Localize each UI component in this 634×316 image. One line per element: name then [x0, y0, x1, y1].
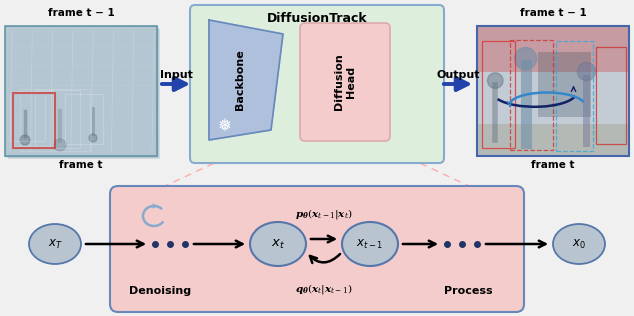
Text: ❅: ❅: [218, 117, 232, 135]
Text: Denoising: Denoising: [129, 286, 191, 296]
Bar: [8, 29, 160, 159]
FancyBboxPatch shape: [300, 23, 390, 141]
Bar: [35, 90, 80, 148]
Circle shape: [20, 135, 30, 145]
Circle shape: [488, 73, 503, 88]
Polygon shape: [209, 20, 283, 140]
Circle shape: [578, 62, 595, 81]
Bar: [477, 26, 629, 156]
Text: $x_t$: $x_t$: [271, 237, 285, 251]
Bar: [5, 26, 157, 156]
Bar: [595, 46, 626, 144]
Ellipse shape: [342, 222, 398, 266]
Text: Backbone: Backbone: [235, 50, 245, 110]
Bar: [510, 40, 553, 150]
Bar: [13, 91, 53, 146]
Ellipse shape: [29, 224, 81, 264]
Text: $x_{t-1}$: $x_{t-1}$: [356, 237, 384, 251]
Text: frame t: frame t: [59, 160, 103, 170]
Bar: [5, 26, 157, 156]
Bar: [6, 27, 158, 157]
Circle shape: [515, 47, 537, 70]
Bar: [65, 94, 103, 144]
FancyBboxPatch shape: [110, 186, 524, 312]
Bar: [477, 124, 629, 156]
Circle shape: [54, 139, 66, 151]
Bar: [477, 26, 629, 156]
Text: frame t − 1: frame t − 1: [48, 8, 114, 18]
Text: $\boldsymbol{p}_{\boldsymbol{\theta}}(\boldsymbol{x}_{t-1}|\boldsymbol{x}_t)$: $\boldsymbol{p}_{\boldsymbol{\theta}}(\b…: [295, 207, 353, 221]
Text: frame t: frame t: [531, 160, 575, 170]
Bar: [538, 52, 591, 117]
Text: Input: Input: [160, 70, 193, 80]
Text: $\boldsymbol{q}_{\boldsymbol{\theta}}(\boldsymbol{x}_t|\boldsymbol{x}_{t-1})$: $\boldsymbol{q}_{\boldsymbol{\theta}}(\b…: [295, 282, 353, 296]
Text: Output: Output: [436, 70, 480, 80]
Text: Process: Process: [444, 286, 493, 296]
Bar: [556, 40, 593, 151]
Ellipse shape: [250, 222, 306, 266]
FancyBboxPatch shape: [190, 5, 444, 163]
Text: Diffusion
Head: Diffusion Head: [334, 54, 356, 110]
Text: $x_T$: $x_T$: [48, 237, 62, 251]
Bar: [13, 93, 55, 148]
Bar: [10, 93, 45, 141]
Bar: [477, 26, 629, 71]
Bar: [5, 26, 157, 156]
Ellipse shape: [553, 224, 605, 264]
Bar: [20, 89, 90, 151]
Circle shape: [89, 134, 97, 142]
Text: DiffusionTrack: DiffusionTrack: [267, 12, 367, 25]
Text: $x_0$: $x_0$: [572, 237, 586, 251]
Text: frame t − 1: frame t − 1: [520, 8, 586, 18]
Bar: [482, 41, 515, 148]
